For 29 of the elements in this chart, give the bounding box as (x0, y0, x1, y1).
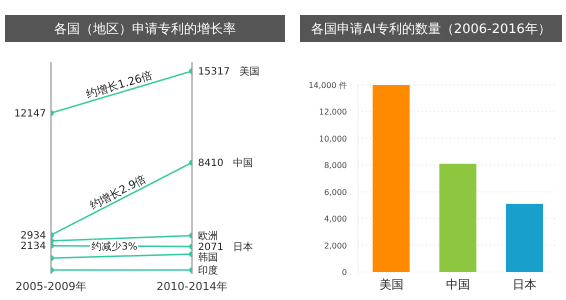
y-tick-label: 0 (342, 268, 347, 277)
chart-title: 各国申请AI专利的数量（2006-2016年） (300, 15, 562, 42)
text: 2071 日本 (198, 242, 253, 254)
y-tick-label: 4,000 (324, 214, 347, 224)
text: 15317 美国 (198, 66, 260, 78)
annotation: 约增长2.9倍 (88, 172, 148, 212)
x-tick-label: 2005-2009年 (16, 280, 86, 293)
data-label: 2134 (20, 241, 46, 252)
y-tick-label: 10,000 (319, 134, 347, 144)
x-tick-label: 美国 (379, 278, 404, 292)
x-tick-label: 日本 (512, 278, 537, 292)
series-label: 印度 (198, 264, 218, 277)
bar (506, 204, 543, 272)
bar (439, 164, 476, 272)
y-tick-label: 12,000 (319, 108, 347, 117)
y-tick-label: 14,000 件 (308, 81, 347, 90)
data-label: 12147 (14, 108, 46, 120)
bar (372, 85, 410, 272)
annotation: 约增长1.26倍 (84, 68, 154, 101)
y-tick-label: 8,000 (324, 161, 347, 170)
y-tick-label: 6,000 (324, 188, 347, 197)
series-label: 韩国 (198, 252, 218, 264)
x-tick-label: 2010-2014年 (156, 280, 228, 293)
y-tick-label: 2,000 (324, 241, 347, 250)
x-tick-label: 中国 (446, 278, 470, 292)
text: 8410 中国 (198, 158, 253, 170)
series-label: 欧洲 (198, 230, 218, 242)
chart-title: 各国（地区）申请专利的增长率 (5, 15, 285, 42)
data-label: 2934 (20, 230, 46, 242)
